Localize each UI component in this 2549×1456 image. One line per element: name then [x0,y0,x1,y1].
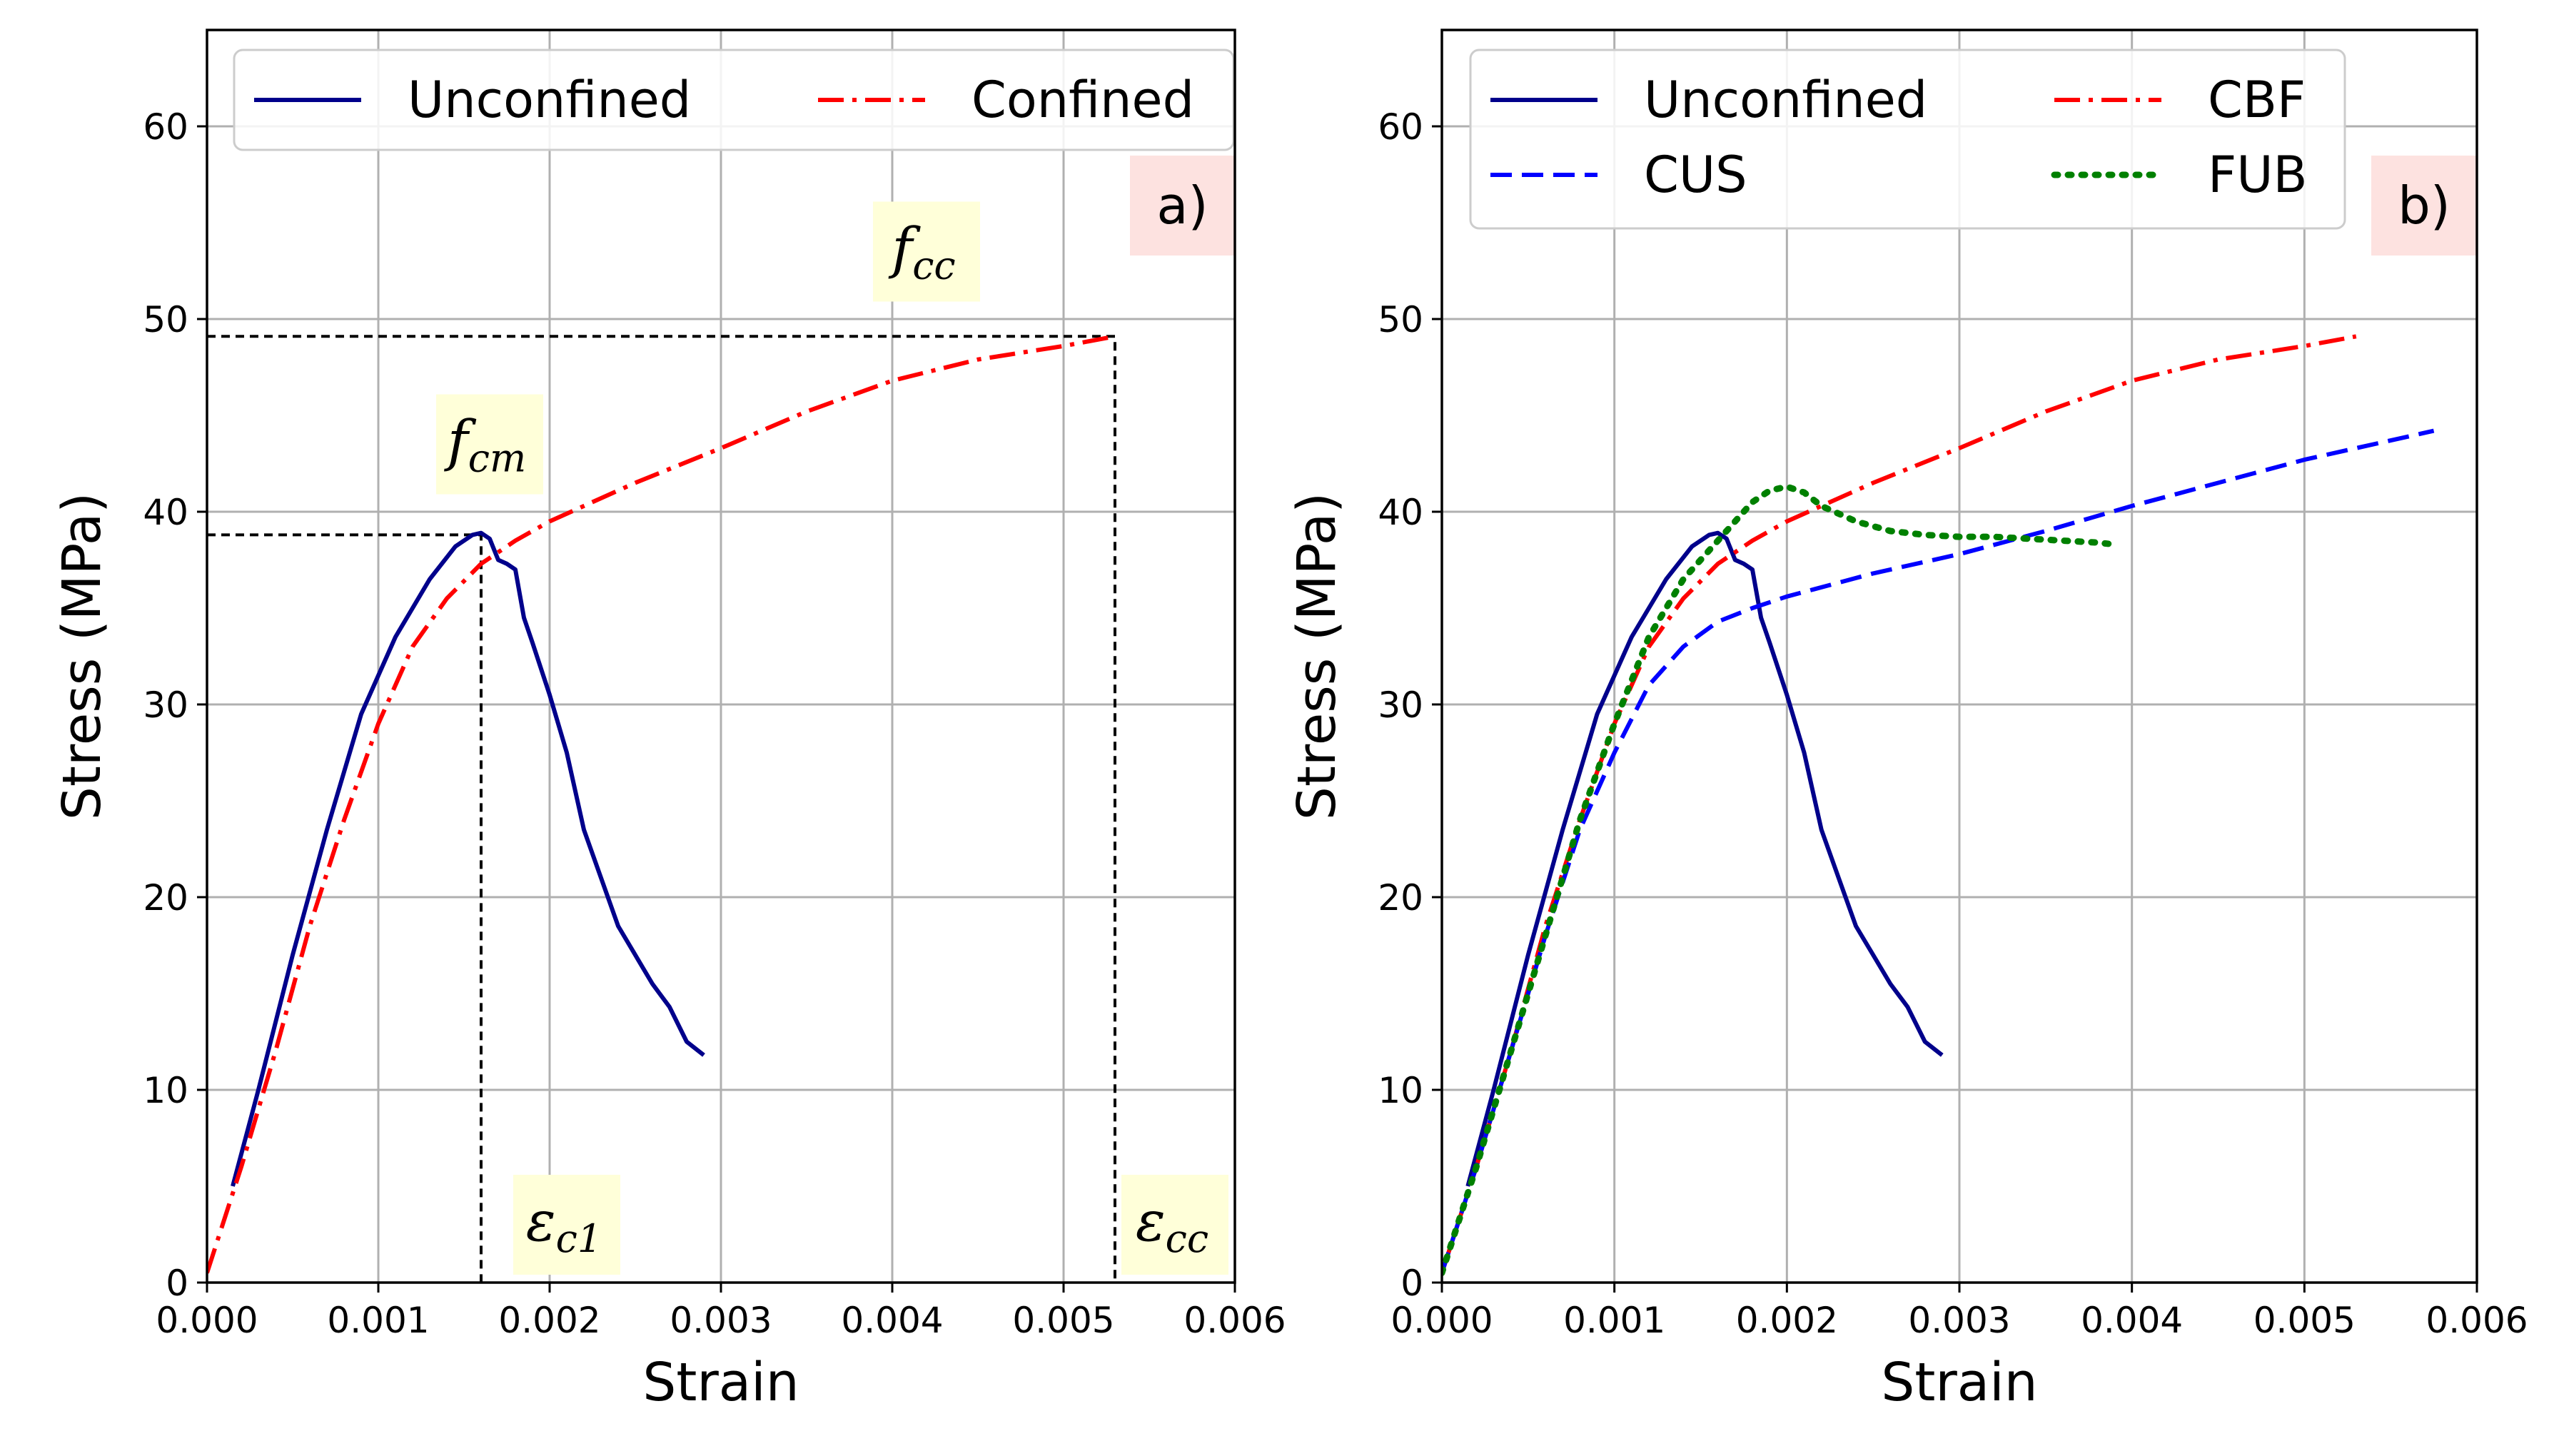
x-tick-label: 0.005 [2253,1300,2356,1341]
x-tick-label: 0.002 [1736,1300,1838,1341]
legend-label-cus: CUS [1644,146,1747,204]
x-tick-label: 0.002 [498,1300,600,1341]
x-tick-label: 0.004 [2081,1300,2183,1341]
panel-tag-box [1130,156,1235,256]
series-line-unconfined [231,530,705,1187]
x-axis-label: Strain [1881,1352,2037,1413]
panel-b-chart: 0.000 0.001 0.002 0.003 0.004 0.005 0.006 0 10 20… [1286,29,2528,1413]
x-tick-label: 0.000 [1390,1300,1493,1341]
y-axis-label: Stress (MPa) [51,492,113,820]
legend-label-unconfined: Unconfined [408,71,691,129]
x-tick-label: 0.006 [1183,1300,1286,1341]
x-tick-label: 0.003 [1908,1300,2010,1341]
panel-tag-box [2371,156,2477,256]
legend-box [233,49,1235,151]
legend-label-fub: FUB [2208,146,2308,204]
x-tick-label: 0.003 [670,1300,772,1341]
annotation-fcm: fcm [444,410,526,481]
x-axis-label: Strain [642,1352,799,1413]
x-tick-label: 0.004 [841,1300,943,1341]
y-tick-label: 20 [1378,877,1423,919]
y-tick-label: 50 [143,299,188,340]
panel-tag-label: a) [1156,176,1208,236]
annotation-εcc: εcc [1136,1190,1208,1261]
y-tick-label: 40 [143,492,188,533]
annotation-box [436,394,543,495]
legend-label-confined: Confined [971,71,1194,129]
annotation-box [513,1175,620,1275]
x-tick-label: 0.001 [327,1300,429,1341]
plot-frame [1440,29,2478,1284]
legend-label-cbf: CBF [2208,71,2306,129]
annotation-εc1: εc1 [526,1190,602,1261]
series-group [1442,334,2435,1276]
y-tick-label: 10 [1378,1070,1423,1111]
x-tick-label: 0.001 [1563,1300,1665,1341]
annotation-box [1121,1175,1228,1275]
series-line-fub [1442,483,2118,1276]
y-tick-label: 60 [143,106,188,148]
series-line-confined [207,334,1116,1274]
panel-a-chart: 0.000 0.001 0.002 0.003 0.004 0.005 0.006 0 10 20… [51,29,1286,1413]
y-tick-label: 40 [1378,492,1423,533]
plot-frame [206,29,1236,1284]
y-tick-label: 60 [1378,106,1423,148]
fcc-reference-line [207,335,1116,1283]
x-tick-label: 0.000 [156,1300,258,1341]
y-axis-label: Stress (MPa) [1286,492,1348,820]
annotation-box [873,201,980,302]
y-tick-label: 30 [143,684,188,726]
series-line-unconfined [1465,530,1944,1187]
y-tick-label: 0 [1400,1263,1423,1304]
x-tick-label: 0.006 [2426,1300,2528,1341]
series-group [207,334,1116,1274]
y-tick-label: 0 [166,1263,188,1304]
y-tick-label: 50 [1378,299,1423,340]
x-tick-label: 0.005 [1012,1300,1114,1341]
y-tick-label: 20 [143,877,188,919]
legend-label-unconfined: Unconfined [1644,71,1927,129]
panel-tag-label: b) [2398,176,2450,236]
series-line-cus [1442,428,2435,1274]
y-tick-label: 30 [1378,684,1423,726]
y-tick-label: 10 [143,1070,188,1111]
annotation-fcc: fcc [888,217,955,288]
legend-box [1469,49,2346,230]
